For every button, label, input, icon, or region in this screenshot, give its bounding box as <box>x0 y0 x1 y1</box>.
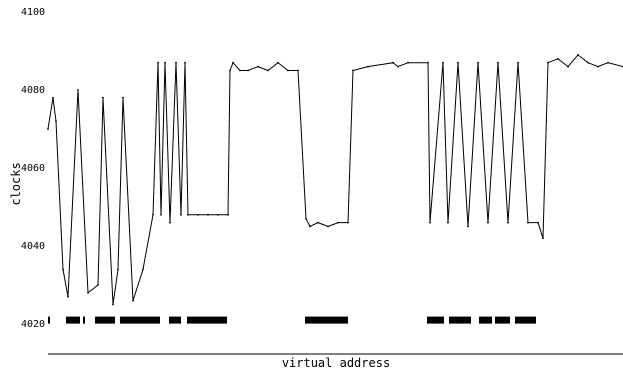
y-axis-title: clocks <box>9 162 23 205</box>
data-point <box>287 69 289 72</box>
y-tick-label: 4060 <box>21 163 45 174</box>
data-point <box>497 61 499 64</box>
data-point <box>267 69 269 72</box>
data-point <box>477 61 479 64</box>
marker-segment <box>495 316 510 324</box>
data-point <box>87 291 89 294</box>
data-point <box>180 213 182 216</box>
data-point <box>367 65 369 68</box>
data-point <box>97 284 99 286</box>
marker-segment <box>187 316 227 324</box>
data-point <box>427 61 429 64</box>
data-point <box>142 268 144 271</box>
data-point <box>337 221 339 224</box>
y-tick-label: 4080 <box>21 85 45 96</box>
data-point <box>327 225 329 228</box>
data-point <box>229 69 231 72</box>
marker-segment <box>169 316 181 324</box>
marker-segment <box>66 316 80 324</box>
marker-segment <box>48 316 50 324</box>
marker-segment <box>83 316 85 324</box>
data-point <box>52 96 54 99</box>
marker-segment <box>120 316 160 324</box>
series-line-0 <box>47 54 623 305</box>
data-point <box>47 128 49 130</box>
data-point <box>547 61 549 64</box>
data-point <box>397 65 399 68</box>
data-point <box>407 61 409 64</box>
y-tick-label: 4100 <box>21 7 45 18</box>
data-point <box>507 221 509 224</box>
data-point <box>577 54 579 56</box>
marker-segment <box>427 316 444 324</box>
data-point <box>517 61 519 64</box>
data-point <box>392 61 394 64</box>
plot-series <box>47 54 623 306</box>
marker-band <box>48 316 536 324</box>
data-point <box>232 61 234 64</box>
x-axis-title: virtual address <box>282 356 390 370</box>
marker-segment <box>515 316 536 324</box>
data-point <box>352 69 354 72</box>
data-point <box>305 217 307 220</box>
data-point <box>160 213 162 216</box>
data-point <box>227 213 229 216</box>
data-point <box>55 120 57 123</box>
data-point <box>347 221 349 224</box>
data-point <box>175 61 177 64</box>
y-tick-label: 4040 <box>21 241 45 252</box>
marker-segment <box>479 316 492 324</box>
data-point <box>597 65 599 68</box>
marker-segment <box>95 316 115 324</box>
data-point <box>207 213 209 216</box>
data-point <box>247 69 249 72</box>
data-point <box>557 57 559 60</box>
data-point <box>542 237 544 240</box>
data-point <box>467 225 469 228</box>
data-point <box>117 268 119 271</box>
data-point <box>457 61 459 64</box>
data-point <box>607 61 609 64</box>
data-point <box>62 268 64 271</box>
data-point <box>217 213 219 216</box>
y-tick-label: 4020 <box>21 319 45 330</box>
data-point <box>277 61 279 64</box>
y-axis-ticks: 4020 4040 4060 4080 4100 <box>21 7 45 330</box>
data-point <box>164 61 166 64</box>
data-point <box>442 61 444 64</box>
data-point <box>447 221 449 224</box>
data-point <box>317 221 319 224</box>
data-point <box>152 213 154 216</box>
data-point <box>537 221 539 224</box>
data-point <box>112 303 114 306</box>
data-point <box>77 89 79 91</box>
data-point <box>257 65 259 68</box>
marker-segment <box>305 316 348 324</box>
data-point <box>67 295 69 298</box>
marker-segment <box>449 316 471 324</box>
data-point <box>429 221 431 224</box>
data-point <box>567 65 569 68</box>
data-point <box>587 61 589 64</box>
data-point <box>297 69 299 72</box>
data-point <box>122 96 124 99</box>
data-point <box>132 299 134 302</box>
data-point <box>239 69 241 72</box>
data-point <box>157 61 159 64</box>
data-point <box>487 221 489 224</box>
data-point <box>527 221 529 224</box>
data-point <box>187 213 189 216</box>
data-point <box>197 213 199 216</box>
data-point <box>309 225 311 228</box>
data-point <box>102 96 104 99</box>
data-point <box>169 221 171 224</box>
data-point <box>184 61 186 64</box>
